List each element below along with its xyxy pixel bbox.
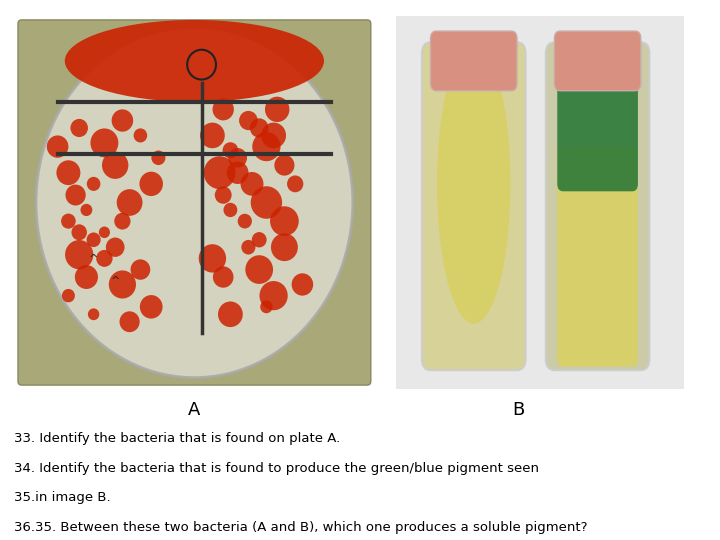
Circle shape [265,97,289,122]
Circle shape [114,213,130,230]
Circle shape [261,123,286,148]
Circle shape [87,177,100,191]
FancyBboxPatch shape [557,65,638,191]
Circle shape [61,213,76,229]
FancyBboxPatch shape [546,42,649,370]
Circle shape [274,155,294,176]
Circle shape [259,281,288,310]
Circle shape [56,160,81,185]
Circle shape [204,156,235,189]
Circle shape [215,186,232,204]
Circle shape [241,240,256,254]
Circle shape [200,123,225,148]
Circle shape [239,111,258,130]
Circle shape [140,295,163,319]
Circle shape [227,161,248,184]
Text: 33. Identify the bacteria that is found on plate A.: 33. Identify the bacteria that is found … [14,432,341,445]
Circle shape [240,172,264,196]
Circle shape [86,232,101,247]
FancyBboxPatch shape [18,20,371,385]
Circle shape [88,308,99,320]
Text: ^: ^ [89,254,99,264]
Circle shape [151,151,166,165]
Circle shape [109,271,136,299]
Circle shape [47,136,68,158]
Circle shape [238,214,252,228]
Circle shape [251,186,282,219]
Circle shape [75,265,98,289]
Circle shape [260,300,273,313]
Circle shape [250,118,269,138]
Text: ^: ^ [110,276,120,287]
Text: A: A [188,401,201,420]
Circle shape [112,110,133,132]
Circle shape [223,203,238,217]
Circle shape [62,289,75,302]
Circle shape [102,152,128,179]
Text: B: B [512,401,525,420]
FancyBboxPatch shape [557,146,638,367]
Circle shape [65,240,94,269]
Circle shape [96,250,112,267]
Circle shape [271,233,298,261]
Circle shape [71,224,87,240]
Circle shape [212,98,234,120]
Circle shape [292,273,313,295]
Circle shape [252,232,266,247]
Text: 35.in image B.: 35.in image B. [14,491,111,504]
Circle shape [228,148,247,167]
Circle shape [71,119,88,137]
Circle shape [287,176,303,192]
Text: 34. Identify the bacteria that is found to produce the green/blue pigment seen: 34. Identify the bacteria that is found … [14,462,539,475]
Circle shape [134,129,147,143]
Circle shape [120,311,140,332]
Circle shape [270,206,299,236]
FancyBboxPatch shape [554,31,641,91]
Circle shape [252,132,281,161]
Circle shape [222,142,238,158]
Circle shape [218,301,243,327]
FancyBboxPatch shape [422,42,526,370]
Circle shape [66,185,86,206]
Circle shape [99,226,110,238]
Ellipse shape [36,28,353,377]
Circle shape [130,259,150,280]
Circle shape [91,129,118,157]
Circle shape [106,238,125,257]
Text: 36.35. Between these two bacteria (A and B), which one produces a soluble pigmen: 36.35. Between these two bacteria (A and… [14,521,588,534]
Circle shape [213,266,233,288]
Circle shape [246,255,273,284]
Circle shape [117,189,143,216]
FancyBboxPatch shape [431,31,517,91]
Circle shape [199,244,226,273]
Ellipse shape [437,44,510,323]
Circle shape [81,204,92,216]
Circle shape [140,172,163,196]
Ellipse shape [65,20,324,102]
